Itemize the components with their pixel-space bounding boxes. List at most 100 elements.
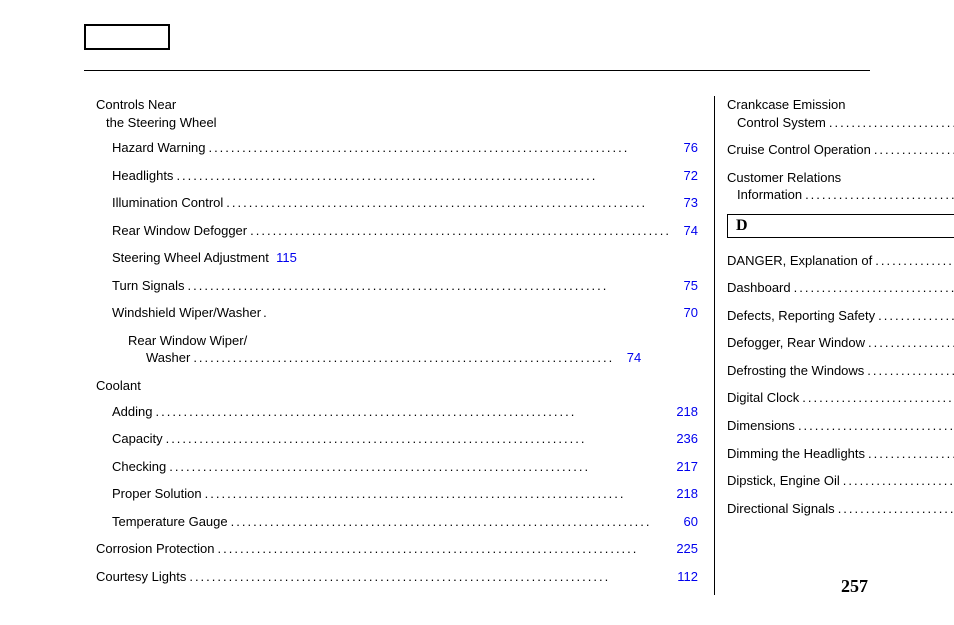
entry-steering-wheel-adjustment: Steering Wheel Adjustment 115 xyxy=(96,249,698,267)
page-link[interactable]: 236 xyxy=(674,430,698,448)
page-link[interactable]: 112 xyxy=(674,568,698,586)
index-columns: Controls Near the Steering Wheel Hazard … xyxy=(84,96,870,595)
leader-dots xyxy=(202,485,674,503)
entry-dimming: Dimming the Headlights 72 xyxy=(727,445,954,463)
leader-dots xyxy=(802,186,954,204)
entry-customer-relations: Customer Relations Information 246 xyxy=(727,169,954,204)
label-l2: Control System xyxy=(737,114,826,132)
label: Digital Clock xyxy=(727,389,799,407)
page-link[interactable]: 73 xyxy=(674,194,698,212)
leader-dots xyxy=(871,141,954,159)
label: Illumination Control xyxy=(112,194,223,212)
label-l1: Rear Window Wiper/ xyxy=(128,333,247,348)
label: Defects, Reporting Safety xyxy=(727,307,875,325)
entry-rear-window-wiper-washer: Rear Window Wiper/ Washer 74 xyxy=(96,332,698,367)
leader-dots xyxy=(791,279,954,297)
leader-dots xyxy=(799,389,954,407)
label: Headlights xyxy=(112,167,173,185)
label: Steering Wheel Adjustment xyxy=(112,249,269,267)
page-link[interactable]: 218 xyxy=(674,485,698,503)
label: Capacity xyxy=(112,430,163,448)
leader-dots xyxy=(186,568,674,586)
entry-rear-window-defogger: Rear Window Defogger 74 xyxy=(96,222,698,240)
column-1: Controls Near the Steering Wheel Hazard … xyxy=(84,96,714,595)
entry-headlights: Headlights 72 xyxy=(96,167,698,185)
label-l1: Crankcase Emission xyxy=(727,97,846,112)
entry-courtesy-lights: Courtesy Lights 112 xyxy=(96,568,698,586)
coolant-title: Coolant xyxy=(96,377,141,395)
label: Rear Window Defogger xyxy=(112,222,247,240)
page-link[interactable]: 74 xyxy=(617,349,641,367)
label-l2: Washer xyxy=(146,349,190,367)
page-link[interactable]: 70 xyxy=(674,304,698,322)
label-l1: Customer Relations xyxy=(727,170,841,185)
entry-coolant-adding: Adding 218 xyxy=(96,403,698,421)
label: Courtesy Lights xyxy=(96,568,186,586)
leader-dots xyxy=(228,513,674,531)
label: Dimensions xyxy=(727,417,795,435)
controls-near-title-l2: the Steering Wheel xyxy=(96,114,217,132)
page-link[interactable]: 225 xyxy=(674,540,698,558)
coolant-header: Coolant xyxy=(96,377,698,395)
label: Dimming the Headlights xyxy=(727,445,865,463)
entry-dimensions: Dimensions 243 xyxy=(727,417,954,435)
controls-near-title-l1: Controls Near xyxy=(96,97,176,112)
label: Checking xyxy=(112,458,166,476)
leader-dots xyxy=(865,445,954,463)
page-link[interactable]: 74 xyxy=(674,222,698,240)
entry-dashboard: Dashboard 56 xyxy=(727,279,954,297)
label: Turn Signals xyxy=(112,277,185,295)
label: Cruise Control Operation xyxy=(727,141,871,159)
leader-dots xyxy=(795,417,954,435)
leader-dots xyxy=(173,167,674,185)
entry-cruise-control: Cruise Control Operation 147 xyxy=(727,141,954,159)
leader-dots xyxy=(185,277,675,295)
label: Corrosion Protection xyxy=(96,540,215,558)
entry-corrosion-protection: Corrosion Protection 225 xyxy=(96,540,698,558)
page-link[interactable]: 60 xyxy=(674,513,698,531)
page-link[interactable]: 218 xyxy=(674,403,698,421)
short-dot: . xyxy=(261,304,269,322)
leader-dots xyxy=(205,139,674,157)
label: Directional Signals xyxy=(727,500,835,518)
leader-dots xyxy=(223,194,674,212)
entry-illumination-control: Illumination Control 73 xyxy=(96,194,698,212)
label: Adding xyxy=(112,403,152,421)
label: Windshield Wiper/Washer xyxy=(112,304,261,322)
entry-danger: DANGER, Explanation of iv xyxy=(727,252,954,270)
leader-dots xyxy=(875,307,954,325)
entry-hazard-warning: Hazard Warning 76 xyxy=(96,139,698,157)
leader-dots xyxy=(163,430,674,448)
leader-dots xyxy=(864,362,954,380)
entry-dipstick: Dipstick, Engine Oil 200 , 213 xyxy=(727,472,954,490)
page-link[interactable]: 75 xyxy=(674,277,698,295)
entry-windshield-wiper-washer: Windshield Wiper/Washer . 70 xyxy=(96,304,698,322)
page-link[interactable]: 217 xyxy=(674,458,698,476)
page-link[interactable]: 115 xyxy=(273,249,297,267)
entry-defogger: Defogger, Rear Window 74 xyxy=(727,334,954,352)
leader-dots xyxy=(190,349,617,367)
page-number: 257 xyxy=(841,576,868,597)
entry-coolant-temperature-gauge: Temperature Gauge 60 xyxy=(96,513,698,531)
label: Hazard Warning xyxy=(112,139,205,157)
horizontal-rule xyxy=(84,70,870,71)
label: Dipstick, Engine Oil xyxy=(727,472,840,490)
entry-turn-signals: Turn Signals 75 xyxy=(96,277,698,295)
entry-coolant-capacity: Capacity 236 xyxy=(96,430,698,448)
leader-dots xyxy=(247,222,674,240)
entry-digital-clock: Digital Clock 153 xyxy=(727,389,954,407)
leader-dots xyxy=(865,334,954,352)
controls-near-header: Controls Near the Steering Wheel xyxy=(96,96,698,131)
label: DANGER, Explanation of xyxy=(727,252,872,270)
leader-dots xyxy=(826,114,954,132)
label: Defogger, Rear Window xyxy=(727,334,865,352)
leader-dots xyxy=(835,500,954,518)
entry-crankcase-emission: Crankcase Emission Control System 250 xyxy=(727,96,954,131)
entry-directional: Directional Signals 75 xyxy=(727,500,954,518)
page-link[interactable]: 76 xyxy=(674,139,698,157)
entry-defrosting: Defrosting the Windows 122 xyxy=(727,362,954,380)
entry-defects: Defects, Reporting Safety 249 xyxy=(727,307,954,325)
page-link[interactable]: 72 xyxy=(674,167,698,185)
entry-coolant-proper-solution: Proper Solution 218 xyxy=(96,485,698,503)
leader-dots xyxy=(872,252,954,270)
